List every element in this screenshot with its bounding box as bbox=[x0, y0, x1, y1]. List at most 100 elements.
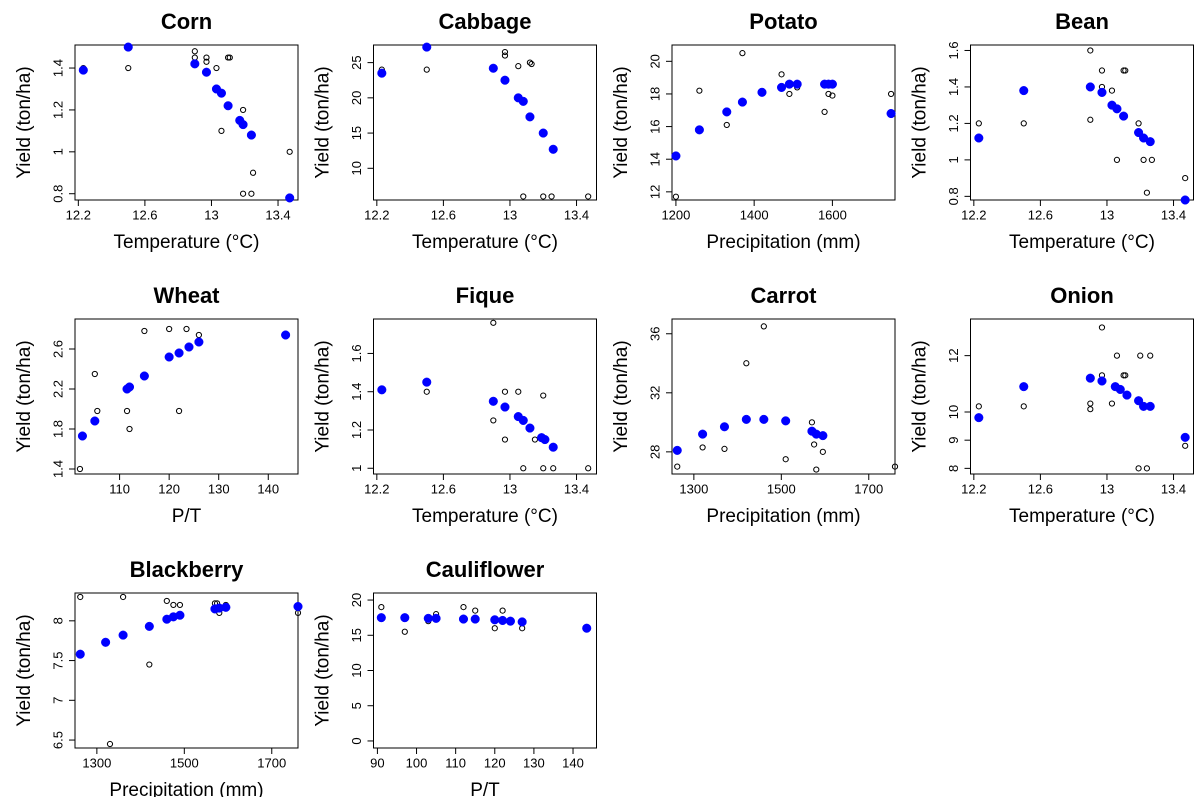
observed-point bbox=[423, 388, 430, 395]
y-tick-label: 14 bbox=[647, 152, 662, 166]
observed-point bbox=[585, 193, 592, 200]
observed-point bbox=[94, 407, 101, 415]
fitted-point bbox=[1085, 82, 1095, 92]
fitted-point bbox=[759, 414, 769, 424]
x-tick-label: 130 bbox=[523, 755, 545, 770]
observed-point bbox=[203, 58, 210, 65]
observed-point bbox=[76, 465, 84, 473]
y-tick-label: 8 bbox=[946, 465, 961, 472]
fitted-point bbox=[238, 120, 248, 130]
observed-point bbox=[501, 52, 509, 59]
fitted-point bbox=[139, 371, 149, 381]
observed-point bbox=[191, 48, 198, 55]
plot-frame bbox=[970, 44, 1194, 201]
x-tick-label: 140 bbox=[562, 755, 584, 770]
fitted-point bbox=[500, 75, 510, 85]
observed-point bbox=[821, 108, 828, 115]
x-axis-label: Precipitation (mm) bbox=[706, 506, 860, 527]
fitted-point bbox=[540, 435, 550, 445]
observed-point bbox=[723, 121, 730, 129]
x-tick-label: 90 bbox=[370, 755, 384, 770]
x-tick-label: 13.4 bbox=[265, 207, 290, 222]
fitted-point bbox=[719, 422, 730, 432]
fitted-point bbox=[818, 431, 828, 441]
observed-point bbox=[1137, 352, 1144, 359]
observed-point bbox=[526, 59, 534, 66]
observed-point bbox=[499, 607, 506, 614]
fitted-point bbox=[525, 423, 535, 433]
fitted-point bbox=[90, 416, 100, 426]
y-tick-label: 25 bbox=[349, 55, 364, 69]
fitted-point bbox=[672, 445, 682, 455]
observed-point bbox=[1182, 442, 1189, 449]
observed-point bbox=[286, 148, 293, 155]
observed-point bbox=[401, 628, 408, 635]
fitted-point bbox=[124, 382, 135, 392]
y-tick-label: 0.8 bbox=[50, 185, 65, 203]
observed-point bbox=[146, 661, 153, 668]
observed-point bbox=[1147, 352, 1154, 359]
y-tick-label: 1.4 bbox=[50, 59, 65, 77]
fitted-point bbox=[1180, 195, 1190, 205]
observed-point bbox=[166, 325, 173, 333]
fitted-point bbox=[488, 63, 498, 73]
fitted-point bbox=[694, 125, 704, 135]
fitted-point bbox=[974, 413, 984, 423]
y-tick-label: 10 bbox=[946, 405, 961, 419]
fitted-point bbox=[548, 442, 558, 452]
observed-point bbox=[778, 71, 785, 78]
fitted-point bbox=[757, 87, 767, 97]
observed-point bbox=[1113, 352, 1121, 359]
y-tick-label: 2.6 bbox=[50, 340, 65, 358]
fitted-point bbox=[737, 97, 747, 107]
observed-point bbox=[378, 603, 385, 611]
observed-point bbox=[176, 601, 184, 609]
observed-point bbox=[249, 169, 257, 176]
panel: Onion Temperature (°C) Yield (ton/ha) 12.2 1… bbox=[910, 283, 1194, 527]
observed-point bbox=[825, 90, 832, 98]
y-tick-label: 7.5 bbox=[50, 652, 65, 670]
fitted-point bbox=[431, 613, 441, 623]
y-axis-label: Yield (ton/ha) bbox=[611, 340, 632, 452]
observed-point bbox=[531, 436, 539, 443]
observed-point bbox=[887, 90, 895, 98]
observed-point bbox=[170, 601, 177, 609]
panel-title: Onion bbox=[1050, 283, 1114, 308]
panel-title: Potato bbox=[749, 9, 817, 34]
fitted-point bbox=[525, 112, 535, 122]
y-tick-label: 16 bbox=[647, 119, 662, 133]
fitted-point bbox=[518, 96, 528, 106]
observed-point bbox=[1140, 156, 1147, 163]
fitted-point bbox=[216, 88, 226, 98]
observed-point bbox=[226, 54, 233, 61]
y-tick-label: 15 bbox=[349, 628, 364, 642]
fitted-point bbox=[422, 42, 432, 52]
y-tick-label: 8 bbox=[50, 617, 65, 624]
fitted-point bbox=[400, 613, 410, 623]
y-tick-label: 1.6 bbox=[946, 41, 961, 59]
observed-point bbox=[501, 436, 509, 443]
y-tick-label: 1.2 bbox=[50, 101, 65, 119]
y-tick-label: 1 bbox=[50, 148, 65, 155]
y-tick-label: 7 bbox=[50, 697, 65, 704]
fitted-point bbox=[1112, 104, 1122, 114]
y-tick-label: 36 bbox=[647, 327, 662, 341]
fitted-point bbox=[377, 385, 387, 395]
observed-point bbox=[975, 120, 982, 127]
observed-point bbox=[1108, 400, 1116, 407]
y-tick-label: 1.6 bbox=[349, 344, 364, 362]
x-tick-label: 12.6 bbox=[1028, 207, 1053, 222]
y-tick-label: 1.8 bbox=[50, 420, 65, 438]
plot-frame bbox=[671, 318, 896, 475]
y-tick-label: 0.8 bbox=[946, 187, 961, 205]
y-tick-label: 12 bbox=[647, 185, 662, 199]
observed-point bbox=[490, 417, 497, 424]
observed-point bbox=[811, 441, 818, 448]
fitted-point bbox=[1019, 86, 1029, 96]
y-tick-label: 20 bbox=[647, 54, 662, 68]
x-tick-label: 1700 bbox=[854, 481, 883, 496]
x-tick-label: 12.6 bbox=[431, 207, 456, 222]
fitted-point bbox=[776, 82, 787, 92]
fitted-point bbox=[548, 144, 558, 154]
